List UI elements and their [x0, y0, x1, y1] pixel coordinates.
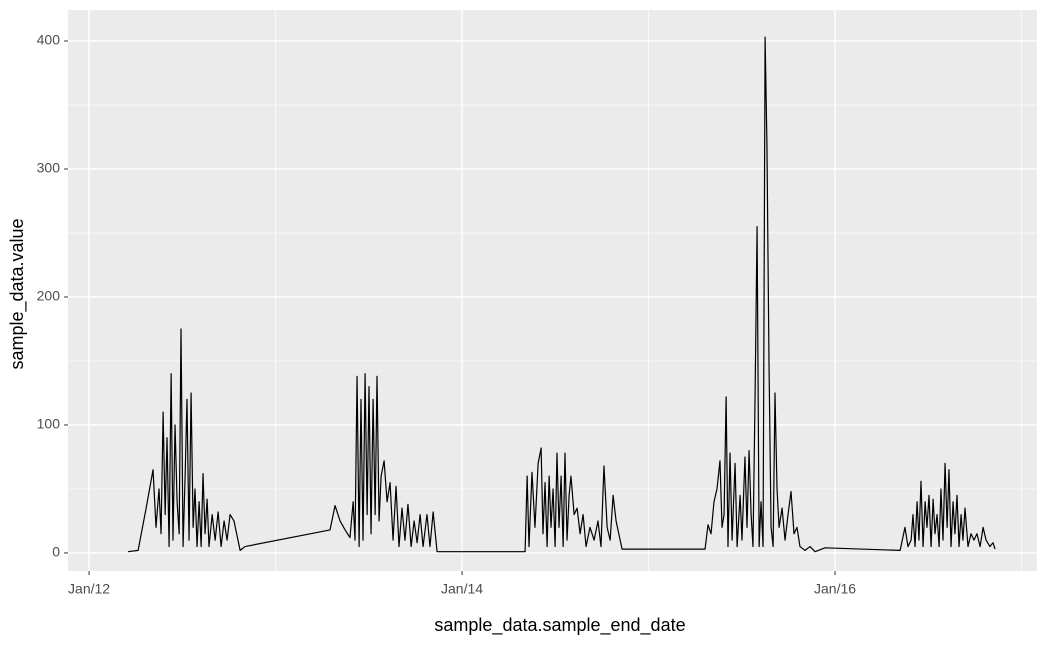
data-line — [127, 36, 996, 553]
y-tick-label: 300 — [37, 160, 61, 176]
marks — [127, 36, 996, 553]
y-axis-title: sample_data.value — [7, 218, 28, 369]
x-axis-title: sample_data.sample_end_date — [434, 615, 685, 636]
y-tick-label: 100 — [37, 416, 61, 432]
x-tick-label: Jan/14 — [441, 581, 483, 597]
axes: 0 100 200 300 400 Jan/12 Jan/14 Jan/16 — [37, 32, 857, 597]
grid — [68, 10, 1037, 571]
x-tick-label: Jan/16 — [814, 581, 856, 597]
y-tick-label: 0 — [52, 544, 60, 560]
x-tick-label: Jan/12 — [68, 581, 110, 597]
plot-panel — [68, 10, 1037, 571]
y-tick-label: 400 — [37, 32, 61, 48]
y-tick-label: 200 — [37, 288, 61, 304]
